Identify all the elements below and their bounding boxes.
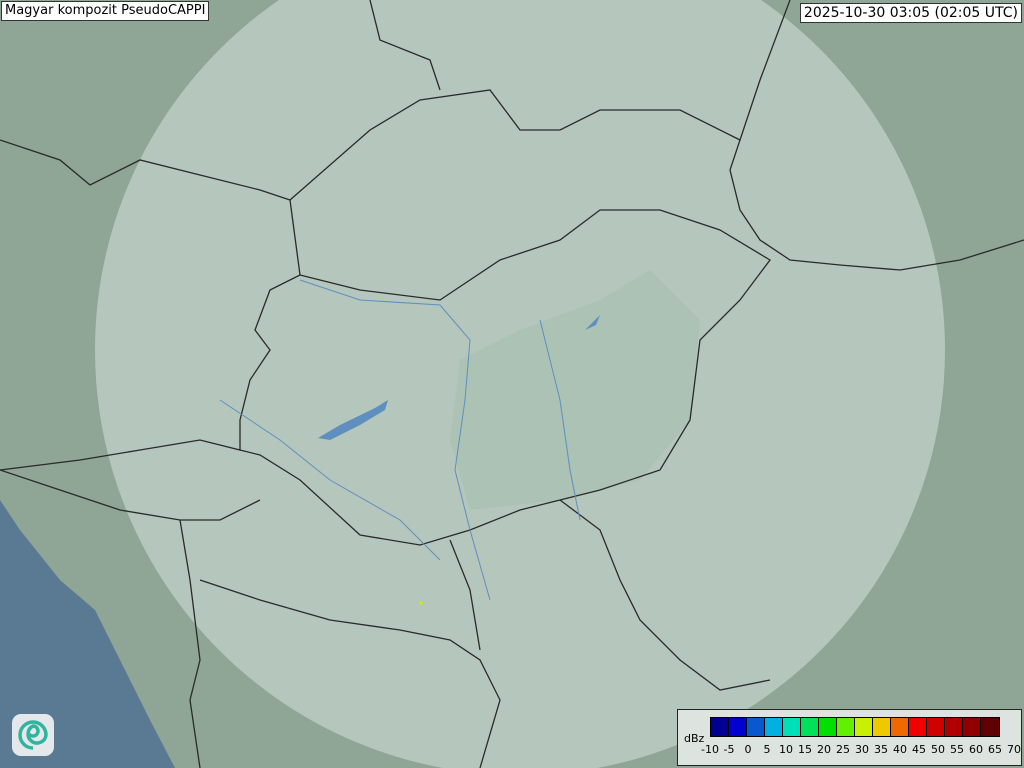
legend-tick-label: 35: [874, 743, 888, 756]
dbz-legend: dBz -10 -5 0 5 10 15 20 25 30 35 40 45 50 55 60 65 70: [677, 709, 1022, 766]
legend-swatch: [873, 718, 891, 736]
legend-swatch: [981, 718, 999, 736]
legend-swatch: [819, 718, 837, 736]
legend-tick-label: 15: [798, 743, 812, 756]
rivers: [219, 279, 581, 601]
legend-tick-label: 55: [950, 743, 964, 756]
legend-tick-label: -5: [723, 743, 735, 756]
legend-swatch: [783, 718, 801, 736]
legend-swatch: [711, 718, 729, 736]
timestamp: 2025-10-30 03:05 (02:05 UTC): [799, 3, 1022, 23]
legend-ticks: -10 -5 0 5 10 15 20 25 30 35 40 45 50 55 60 65 70: [701, 740, 1021, 762]
legend-tick-label: -10: [701, 743, 719, 756]
legend-swatch: [747, 718, 765, 736]
legend-tick-label: 65: [988, 743, 1002, 756]
legend-swatch: [855, 718, 873, 736]
legend-swatch: [729, 718, 747, 736]
legend-swatch: [765, 718, 783, 736]
legend-swatch: [963, 718, 981, 736]
legend-tick-label: 5: [763, 743, 771, 756]
legend-swatch: [945, 718, 963, 736]
legend-tick-label: 45: [912, 743, 926, 756]
legend-swatch: [927, 718, 945, 736]
radar-coverage-area: [95, 0, 945, 768]
legend-tick-label: 70: [1007, 743, 1021, 756]
legend-swatch: [909, 718, 927, 736]
legend-color-bar: [710, 717, 1000, 737]
legend-swatch: [801, 718, 819, 736]
adriatic-sea: [0, 500, 175, 768]
legend-unit: dBz: [684, 732, 705, 745]
legend-tick-label: 30: [855, 743, 869, 756]
legend-tick-label: 25: [836, 743, 850, 756]
legend-tick-label: 10: [779, 743, 793, 756]
map-title: Magyar kompozit PseudoCAPPI: [1, 1, 210, 21]
legend-tick-label: 0: [744, 743, 752, 756]
swirl-logo-icon[interactable]: [12, 714, 54, 756]
legend-tick-label: 60: [969, 743, 983, 756]
radar-echo: [419, 601, 423, 605]
legend-swatch: [837, 718, 855, 736]
lake-balaton: [318, 400, 388, 440]
legend-tick-label: 20: [817, 743, 831, 756]
legend-swatch: [891, 718, 909, 736]
great-plain: [450, 270, 700, 510]
lake-tisza: [585, 315, 600, 330]
legend-tick-label: 50: [931, 743, 945, 756]
legend-tick-label: 40: [893, 743, 907, 756]
